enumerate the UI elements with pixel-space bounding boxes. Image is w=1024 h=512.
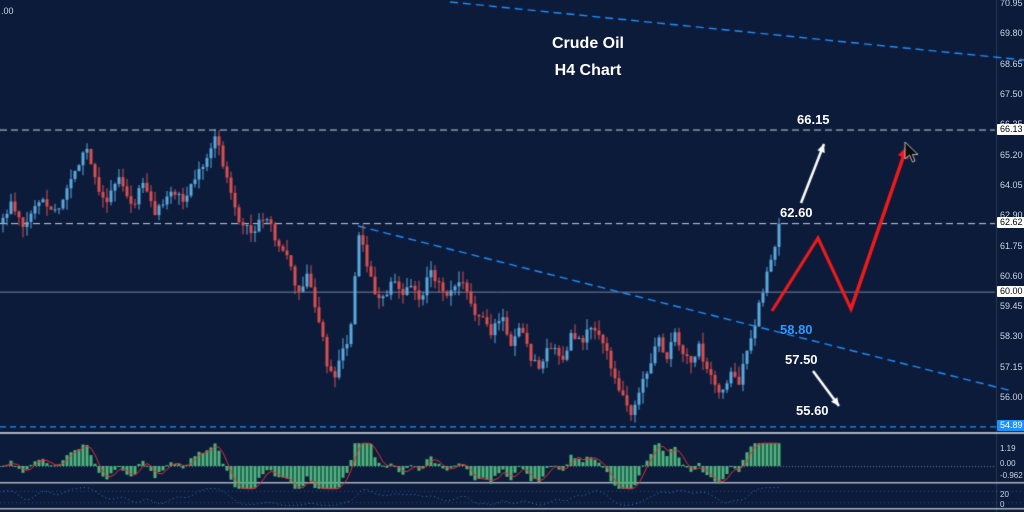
price-annotation-62.60[interactable]: 62.60 <box>780 205 813 220</box>
indicator-tick-label: -0.962 <box>1000 471 1023 480</box>
price-annotation-55.60[interactable]: 55.60 <box>796 403 829 418</box>
indicator-tick-label: 0 <box>1000 500 1005 509</box>
price-marker-66.13: 66.13 <box>997 124 1024 136</box>
price-tick-label: 62.90 <box>1000 210 1023 221</box>
price-tick-label: 58.30 <box>1000 331 1023 342</box>
price-tick-label: 57.15 <box>1000 361 1023 372</box>
price-annotation-66.15[interactable]: 66.15 <box>797 112 830 127</box>
price-annotation-57.50[interactable]: 57.50 <box>785 352 818 367</box>
price-annotation-58.80[interactable]: 58.80 <box>780 322 813 337</box>
price-tick-label: 60.60 <box>1000 270 1023 281</box>
price-tick-label: 59.45 <box>1000 301 1023 312</box>
indicator-tick-label: 1.19 <box>1000 444 1016 453</box>
chart-title-line1: Crude Oil <box>551 35 624 52</box>
indicator-tick-label: 0.00 <box>1000 459 1016 468</box>
price-tick-label: 56.00 <box>1000 392 1023 403</box>
price-tick-label: 69.80 <box>1000 28 1023 39</box>
indicator-tick-label: 20 <box>1000 490 1009 499</box>
price-tick-label: 70.95 <box>1000 0 1023 9</box>
cropped-axis-label: .00 <box>1 6 14 16</box>
chart-title: Crude Oil H4 Chart <box>498 30 678 84</box>
price-tick-label: 65.20 <box>1000 149 1023 160</box>
price-marker-62.62: 62.62 <box>997 216 1024 228</box>
price-tick-label: 68.65 <box>1000 58 1023 69</box>
price-marker-54.89: 54.89 <box>997 420 1024 432</box>
price-marker-60.00: 60.00 <box>997 285 1024 297</box>
chart-title-line2: H4 Chart <box>554 62 622 79</box>
price-tick-label: 61.75 <box>1000 240 1023 251</box>
price-tick-label: 67.50 <box>1000 88 1023 99</box>
price-tick-label: 64.05 <box>1000 179 1023 190</box>
